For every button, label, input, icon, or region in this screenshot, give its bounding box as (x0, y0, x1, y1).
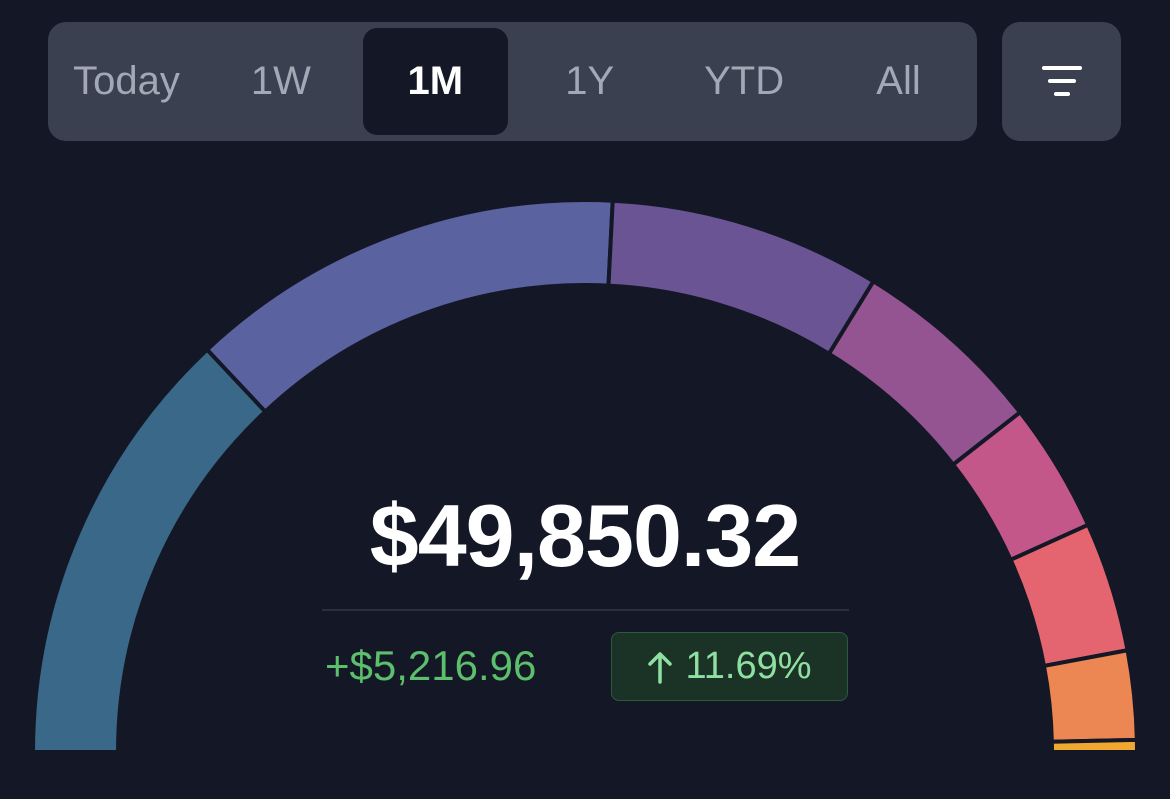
period-tab[interactable]: YTD (704, 59, 785, 103)
gauge-segment (204, 198, 615, 415)
change-percent: 11.69% (685, 645, 812, 687)
gauge-segment (1041, 647, 1139, 744)
period-tab[interactable]: Today (73, 59, 180, 103)
filter-button[interactable] (1002, 22, 1121, 141)
change-amount: +$5,216.96 (325, 642, 537, 689)
period-tab[interactable]: 1M (362, 28, 508, 135)
divider (322, 609, 849, 611)
up-arrow-icon (648, 651, 673, 684)
change-badge: 11.69% (611, 632, 848, 701)
filter-icon (1042, 66, 1082, 96)
total-value: $49,850.32 (369, 486, 801, 585)
period-tab[interactable]: 1Y (565, 59, 615, 103)
period-tab[interactable]: 1W (250, 59, 311, 103)
period-tab[interactable]: All (876, 59, 921, 103)
period-tabs: Today 1W 1M 1Y YTD All (48, 22, 977, 141)
gauge-segment (30, 346, 269, 754)
gauge-segment (606, 198, 877, 357)
gauge-segment (1049, 737, 1140, 754)
